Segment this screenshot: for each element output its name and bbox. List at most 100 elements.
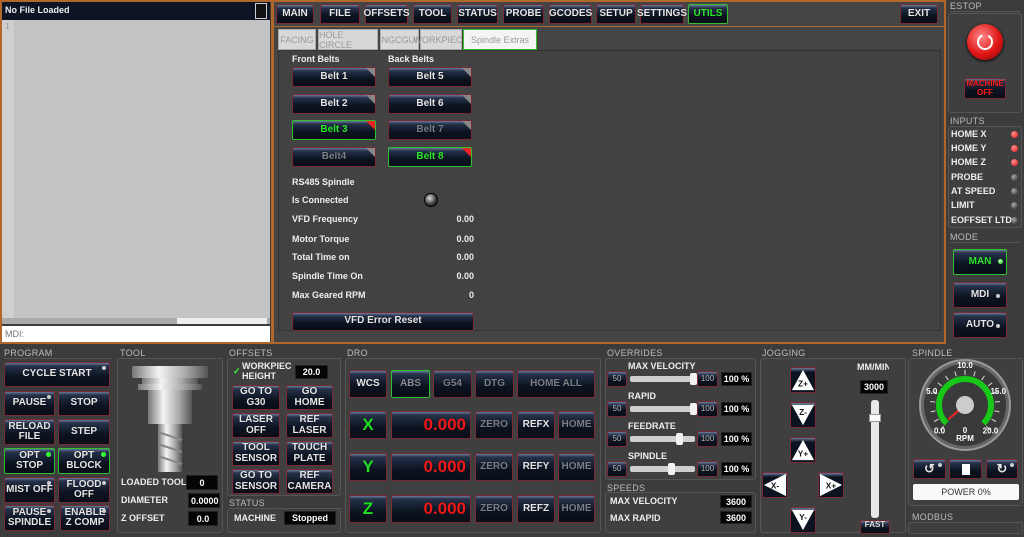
enable-z-comp-button[interactable]: ENABLE Z COMP <box>60 505 110 531</box>
max-velocity-max-button[interactable]: 100 <box>697 371 718 387</box>
connected-led-icon <box>424 193 438 207</box>
belt-2-button[interactable]: Belt 2 <box>292 94 376 114</box>
z-home-button[interactable]: HOME <box>558 495 595 523</box>
tab-workpiece[interactable]: WORKPIECE <box>420 29 462 50</box>
spindle-min-button[interactable]: 50 <box>607 461 627 477</box>
refz-button[interactable]: REFZ <box>517 495 555 523</box>
ref-laser-button[interactable]: REF LASER <box>286 413 333 438</box>
gcode-editor[interactable] <box>2 20 270 320</box>
vfd-error-reset-button[interactable]: VFD Error Reset <box>292 312 474 331</box>
rapid-min-button[interactable]: 50 <box>607 401 627 417</box>
opt-block-button[interactable]: OPT BLOCK <box>58 448 110 474</box>
nav-probe[interactable]: PROBE <box>503 4 544 24</box>
home-all-button[interactable]: HOME ALL <box>517 370 595 398</box>
jog-speed-value: 3000 <box>860 380 888 394</box>
ref-camera-button[interactable]: REF CAMERA <box>286 469 333 494</box>
jog-x-plus-button[interactable]: X+ <box>818 472 844 498</box>
jog-y-minus-button[interactable]: Y- <box>790 507 816 533</box>
y-zero-button[interactable]: ZERO <box>475 453 513 481</box>
spindle-stop-button[interactable] <box>949 459 982 479</box>
feedrate-min-button[interactable]: 50 <box>607 431 627 447</box>
reload-file-button[interactable]: RELOAD FILE <box>4 419 55 445</box>
max-velocity-min-button[interactable]: 50 <box>607 371 627 387</box>
refx-button[interactable]: REFX <box>517 411 555 439</box>
jog-z-minus-button[interactable]: Z- <box>790 402 816 428</box>
feedrate-override-slider[interactable] <box>630 436 695 442</box>
mode-man-button[interactable]: MAN <box>953 249 1007 275</box>
jog-z-plus-button[interactable]: Z+ <box>790 367 816 393</box>
flood-button[interactable]: FLOOD OFF <box>58 477 110 503</box>
step-button[interactable]: STEP <box>58 419 110 445</box>
nav-utils[interactable]: UTILS <box>688 4 728 24</box>
stop-button[interactable]: STOP <box>58 391 110 416</box>
nav-status[interactable]: STATUS <box>457 4 498 24</box>
max-velocity-speed-value: 3600 <box>720 495 752 508</box>
nav-file[interactable]: FILE <box>320 4 360 24</box>
rapid-override-slider[interactable] <box>630 406 695 412</box>
exit-button[interactable]: EXIT <box>900 4 938 24</box>
estop-button[interactable] <box>967 24 1003 60</box>
belt-4-button[interactable]: Belt4 <box>292 147 376 167</box>
x-zero-button[interactable]: ZERO <box>475 411 513 439</box>
tab-hole-circle[interactable]: HOLE CIRCLE <box>318 29 378 50</box>
nav-settings[interactable]: SETTINGS <box>640 4 684 24</box>
pause-spindle-button[interactable]: PAUSE SPINDLE <box>4 505 55 531</box>
belt-1-button[interactable]: Belt 1 <box>292 67 376 87</box>
input-limit: LIMIT <box>951 200 975 210</box>
gcode-menu-button[interactable] <box>255 3 267 19</box>
refy-button[interactable]: REFY <box>517 453 555 481</box>
x-home-button[interactable]: HOME <box>558 411 595 439</box>
tab-facing[interactable]: FACING <box>278 29 316 50</box>
z-axis-button[interactable]: Z <box>349 495 387 523</box>
go-home-button[interactable]: GO HOME <box>286 385 333 410</box>
opt-stop-button[interactable]: OPT STOP <box>4 448 55 474</box>
tab-spindle-extras[interactable]: Spindle Extras <box>463 29 537 50</box>
pause-button[interactable]: PAUSE <box>4 391 55 416</box>
jog-x-minus-button[interactable]: X- <box>762 472 788 498</box>
nav-tool[interactable]: TOOL <box>413 4 452 24</box>
editor-scrollbar[interactable] <box>2 318 270 324</box>
wcs-button[interactable]: WCS <box>349 370 387 398</box>
belt-7-button[interactable]: Belt 7 <box>388 120 472 140</box>
mdi-input[interactable] <box>2 326 270 342</box>
rapid-max-button[interactable]: 100 <box>697 401 718 417</box>
mode-auto-button[interactable]: AUTO <box>953 312 1007 338</box>
jog-speed-slider[interactable] <box>871 400 879 518</box>
spindle-reverse-button[interactable]: ↺ <box>913 459 946 479</box>
cycle-start-button[interactable]: CYCLE START <box>4 362 110 387</box>
mode-mdi-button[interactable]: MDI <box>953 282 1007 308</box>
nav-gcodes[interactable]: GCODES <box>549 4 592 24</box>
fast-button[interactable]: FAST <box>860 520 890 534</box>
workpiece-height-input[interactable]: 20.0 <box>295 365 328 379</box>
gauge-tick-label: 0.0 <box>934 426 946 435</box>
touch-plate-button[interactable]: TOUCH PLATE <box>286 441 333 466</box>
spindle-override-slider[interactable] <box>630 466 695 472</box>
belt-3-button[interactable]: Belt 3 <box>292 120 376 140</box>
g54-button[interactable]: G54 <box>433 370 472 398</box>
laser-off-button[interactable]: LASER OFF <box>232 413 280 438</box>
nav-setup[interactable]: SETUP <box>596 4 636 24</box>
belt-6-button[interactable]: Belt 6 <box>388 94 472 114</box>
machine-off-button[interactable]: MACHINE OFF <box>964 78 1006 99</box>
nav-main[interactable]: MAIN <box>276 4 314 24</box>
max-velocity-override-slider[interactable] <box>630 376 695 382</box>
y-axis-button[interactable]: Y <box>349 453 387 481</box>
spindle-forward-button[interactable]: ↻ <box>986 459 1018 479</box>
jog-y-plus-button[interactable]: Y+ <box>790 437 816 463</box>
x-axis-button[interactable]: X <box>349 411 387 439</box>
spindle-max-button[interactable]: 100 <box>697 461 718 477</box>
max-geared-rpm-value: 0 <box>430 290 474 300</box>
belt-5-button[interactable]: Belt 5 <box>388 67 472 87</box>
go-to-sensor-button[interactable]: GO TO SENSOR <box>232 469 280 494</box>
go-to-g30-button[interactable]: GO TO G30 <box>232 385 280 410</box>
tool-sensor-button[interactable]: TOOL SENSOR <box>232 441 280 466</box>
dtg-button[interactable]: DTG <box>475 370 514 398</box>
nav-offsets[interactable]: OFFSETS <box>365 4 408 24</box>
feedrate-max-button[interactable]: 100 <box>697 431 718 447</box>
spindle-time-label: Spindle Time On <box>292 271 363 281</box>
y-home-button[interactable]: HOME <box>558 453 595 481</box>
z-zero-button[interactable]: ZERO <box>475 495 513 523</box>
abs-button[interactable]: ABS <box>391 370 430 398</box>
mist-button[interactable]: MIST OFF <box>4 477 55 503</box>
belt-8-button[interactable]: Belt 8 <box>388 147 472 167</box>
